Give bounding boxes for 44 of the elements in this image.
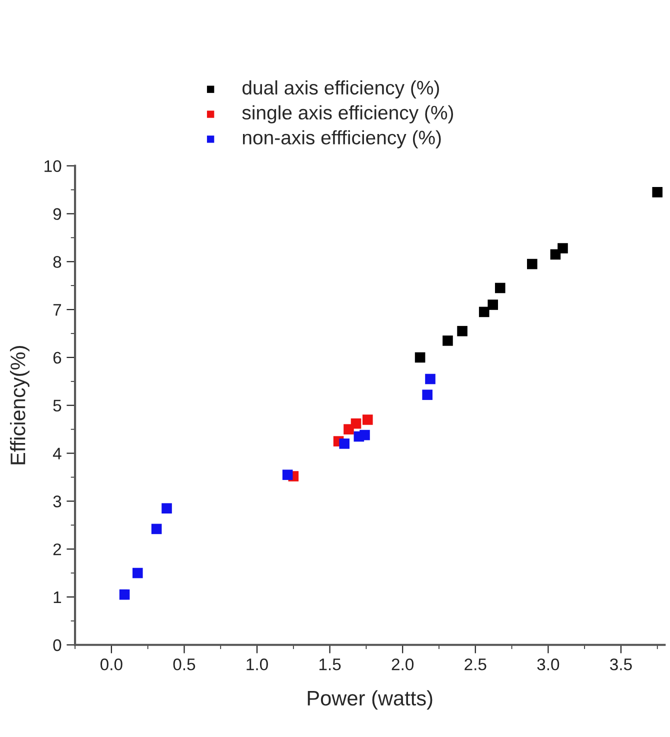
point xyxy=(362,414,373,425)
point xyxy=(478,306,490,318)
y-tick-label: 10 xyxy=(44,160,62,172)
point xyxy=(132,568,143,578)
legend-label: single axis efficiency (%) xyxy=(242,105,454,124)
point xyxy=(558,243,568,254)
x-tick-label: 1.0 xyxy=(246,658,268,670)
y-tick-label: 7 xyxy=(53,304,62,316)
point xyxy=(119,589,130,600)
point xyxy=(527,258,538,270)
point xyxy=(494,282,506,294)
point xyxy=(425,374,436,384)
x-tick-label: 3.5 xyxy=(610,658,632,670)
x-tick-label: 2.0 xyxy=(392,658,414,670)
point xyxy=(488,300,498,310)
x-tick-label: 2.5 xyxy=(464,658,486,670)
point xyxy=(414,352,426,363)
y-tick-label: 9 xyxy=(53,208,62,220)
y-tick-label: 4 xyxy=(52,448,62,460)
point xyxy=(282,470,293,480)
x-tick-label: 1.5 xyxy=(319,658,341,670)
point xyxy=(360,430,370,440)
x-tick-label: 0.0 xyxy=(100,658,122,670)
y-tick-label: 2 xyxy=(53,543,62,556)
x-axis-title: Power (watts) xyxy=(308,690,432,710)
point xyxy=(457,326,468,336)
y-tick-label: 3 xyxy=(53,496,62,508)
point xyxy=(422,390,432,400)
x-tick-label: 0.5 xyxy=(173,658,196,670)
x-tick-label: 3.0 xyxy=(537,658,560,670)
point xyxy=(442,336,453,346)
legend-label: dual axis efficiency (%) xyxy=(242,80,439,98)
y-tick-label: 8 xyxy=(53,256,62,268)
point xyxy=(652,187,663,198)
y-axis-title: Efficiency(%) xyxy=(10,346,30,464)
y-tick-label: 5 xyxy=(53,400,62,412)
point xyxy=(162,503,172,514)
y-tick-label: 0 xyxy=(53,639,62,652)
legend-label: non-axis effficiency (%) xyxy=(242,130,441,148)
point xyxy=(151,524,162,534)
y-tick-label: 1 xyxy=(54,592,62,604)
point xyxy=(339,438,350,449)
point xyxy=(350,418,362,429)
y-tick-label: 6 xyxy=(53,352,62,364)
